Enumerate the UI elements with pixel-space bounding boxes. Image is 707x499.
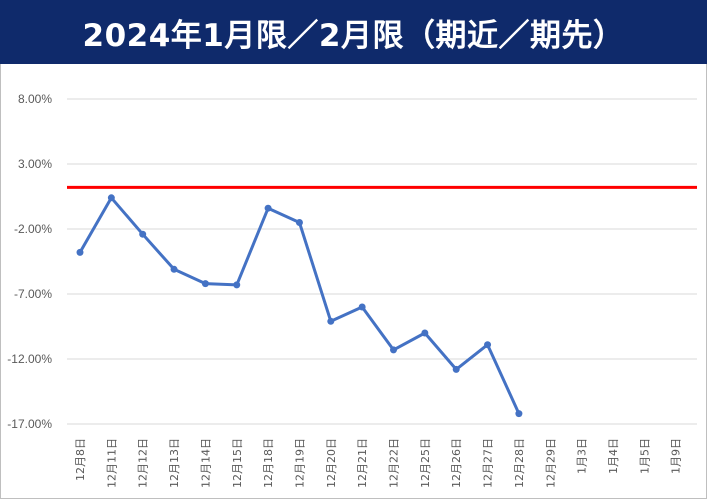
x-tick-label: 12月15日 [231,438,244,488]
x-tick-label: 12月11日 [105,438,118,488]
data-point [295,219,303,226]
line-chart: 8.00% 3.00% -2.00% -7.00% -12.00% -17.00% 12月… [7,92,697,488]
x-tick-label: 1月4日 [607,438,620,474]
x-tick-label: 12月29日 [544,438,557,488]
x-tick-label: 12月27日 [482,438,495,488]
y-tick-label: 8.00% [18,92,52,106]
y-tick-label: -17.00% [7,417,52,431]
data-point [139,230,147,238]
x-tick-label: 1月3日 [576,438,589,474]
x-axis-ticks: 12月8日 12月11日 12月12日 12月13日 12月14日 12月15日 12月18… [74,438,683,488]
x-tick-label: 12月20日 [325,438,338,488]
gridlines [67,98,697,425]
x-tick-label: 12月8日 [74,438,87,481]
series-line [78,196,521,415]
title-bar: 2024年1月限／2月限（期近／期先） [0,0,707,64]
x-tick-label: 12月19日 [293,438,306,488]
x-tick-label: 12月14日 [199,438,212,488]
x-tick-label: 12月13日 [168,438,181,488]
data-point [358,303,366,311]
data-point [327,317,335,325]
y-tick-label: -7.00% [14,287,52,301]
series-group [76,194,523,418]
data-point [515,410,523,418]
data-point [264,204,272,212]
y-axis-ticks: 8.00% 3.00% -2.00% -7.00% -12.00% -17.00% [7,92,52,431]
data-point [76,248,84,256]
data-point [233,281,241,289]
x-tick-label: 12月22日 [388,438,401,488]
y-tick-label: 3.00% [18,157,52,171]
x-tick-label: 12月21日 [356,438,369,488]
x-tick-label: 12月12日 [137,438,150,488]
data-point [421,329,429,337]
data-point [170,265,178,273]
y-tick-label: -2.00% [14,222,52,236]
x-tick-label: 12月28日 [513,438,526,488]
x-tick-label: 1月9日 [670,438,683,474]
data-point [107,194,115,202]
x-tick-label: 12月18日 [262,438,275,488]
x-tick-label: 12月26日 [450,438,463,488]
data-point [484,341,492,349]
x-tick-label: 1月5日 [638,438,651,474]
x-tick-label: 12月25日 [419,438,432,488]
y-tick-label: -12.00% [7,352,52,366]
data-point [390,346,397,354]
data-point [201,280,209,288]
chart-title: 2024年1月限／2月限（期近／期先） [82,17,625,54]
data-point [452,365,460,373]
